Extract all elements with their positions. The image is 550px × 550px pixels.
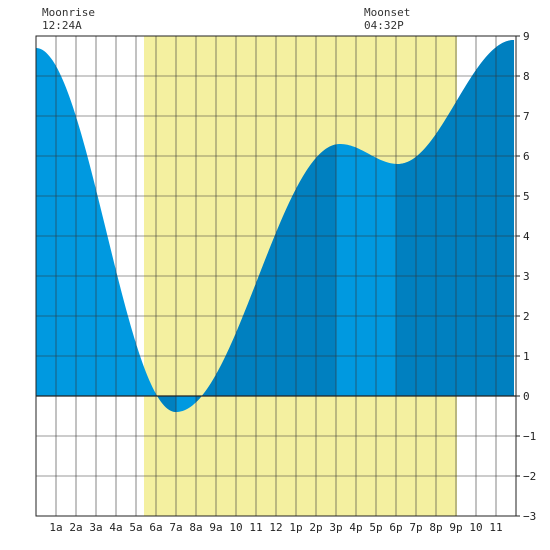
y-tick-label: −2 <box>523 470 536 483</box>
y-tick-label: 9 <box>523 30 530 43</box>
x-tick-label: 1a <box>49 521 62 534</box>
x-tick-label: 11 <box>489 521 502 534</box>
x-tick-label: 8a <box>189 521 202 534</box>
x-tick-label: 6a <box>149 521 162 534</box>
tide-area-shade-1 <box>156 393 176 412</box>
y-tick-label: −1 <box>523 430 536 443</box>
y-tick-label: 2 <box>523 310 530 323</box>
x-tick-label: 5p <box>369 521 382 534</box>
x-tick-label: 3p <box>329 521 342 534</box>
moonset-annotation: Moonset 04:32P <box>364 6 410 32</box>
x-tick-label: 10 <box>469 521 482 534</box>
tide-area-shade-2 <box>196 144 336 403</box>
x-tick-label: 4p <box>349 521 362 534</box>
x-tick-label: 4a <box>109 521 122 534</box>
y-tick-label: 4 <box>523 230 530 243</box>
x-tick-label: 7p <box>409 521 422 534</box>
x-tick-label: 11 <box>249 521 262 534</box>
x-tick-label: 9a <box>209 521 222 534</box>
moonrise-annotation: Moonrise 12:24A <box>42 6 95 32</box>
y-tick-label: −3 <box>523 510 536 523</box>
moonset-label: Moonset <box>364 6 411 19</box>
moonrise-time: 12:24A <box>42 19 82 32</box>
moonrise-label: Moonrise <box>42 6 95 19</box>
y-tick-label: 3 <box>523 270 530 283</box>
y-tick-label: 0 <box>523 390 530 403</box>
y-tick-label: 7 <box>523 110 530 123</box>
x-tick-label: 9p <box>449 521 462 534</box>
moonset-time: 04:32P <box>364 19 404 32</box>
x-tick-label: 5a <box>129 521 142 534</box>
y-tick-label: 8 <box>523 70 530 83</box>
x-tick-label: 2p <box>309 521 322 534</box>
tide-area <box>36 40 514 412</box>
x-tick-label: 7a <box>169 521 182 534</box>
x-tick-label: 6p <box>389 521 402 534</box>
x-tick-label: 8p <box>429 521 442 534</box>
tide-area-shade-3 <box>396 40 514 396</box>
y-tick-label: 6 <box>523 150 530 163</box>
y-tick-label: 5 <box>523 190 530 203</box>
x-tick-label: 10 <box>229 521 242 534</box>
y-tick-label: 1 <box>523 350 530 363</box>
x-tick-label: 3a <box>89 521 102 534</box>
x-tick-label: 2a <box>69 521 82 534</box>
x-tick-label: 12 <box>269 521 282 534</box>
x-tick-label: 1p <box>289 521 302 534</box>
